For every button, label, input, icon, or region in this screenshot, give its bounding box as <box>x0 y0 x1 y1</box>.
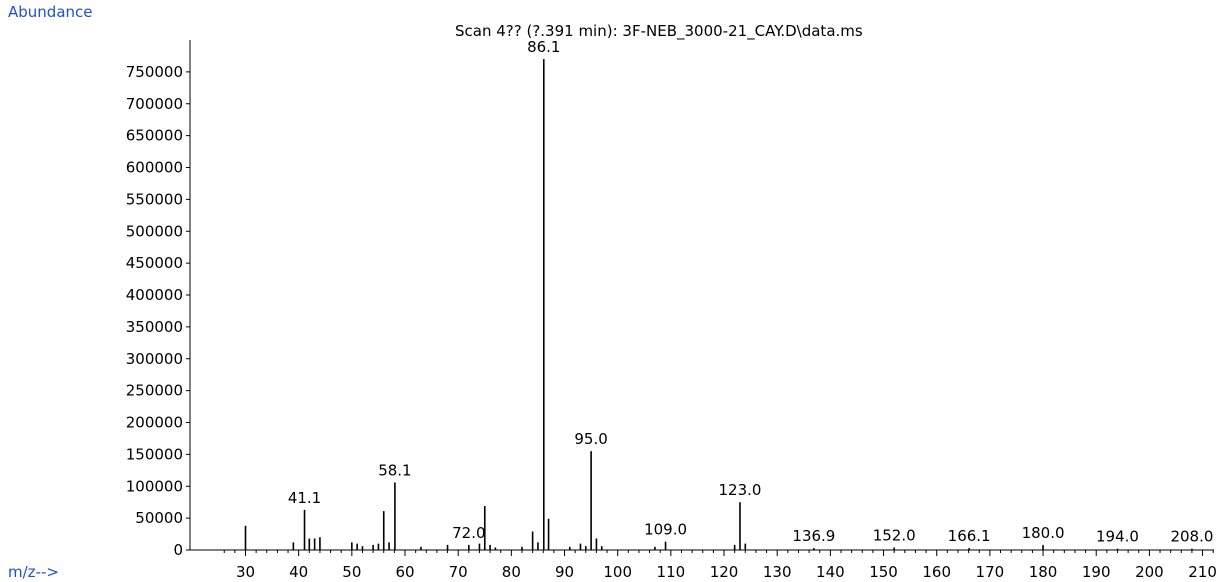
x-tick-label: 70 <box>449 563 468 581</box>
y-tick-label: 450000 <box>126 254 183 272</box>
x-tick-label: 200 <box>1135 563 1164 581</box>
y-tick-label: 300000 <box>126 350 183 368</box>
peak-label: 208.0 <box>1170 528 1213 546</box>
y-tick-label: 700000 <box>126 95 183 113</box>
peak-label: 95.0 <box>574 430 607 448</box>
x-tick-label: 90 <box>555 563 574 581</box>
x-tick-label: 130 <box>763 563 792 581</box>
x-tick-label: 180 <box>1029 563 1058 581</box>
x-tick-label: 160 <box>922 563 951 581</box>
peak-label: 86.1 <box>527 38 560 56</box>
y-tick-label: 650000 <box>126 127 183 145</box>
peak-label: 166.1 <box>948 527 991 545</box>
x-ticks: 30 40 50 60 70 80 90 100 110 120 130 140 150 160 170 18… <box>223 550 1217 581</box>
y-tick-label: 250000 <box>126 382 183 400</box>
peak-label: 72.0 <box>452 524 485 542</box>
peak-label: 123.0 <box>719 481 762 499</box>
x-tick-label: 80 <box>502 563 521 581</box>
y-tick-label: 100000 <box>126 477 183 495</box>
peak-label: 58.1 <box>378 461 411 479</box>
peak-label: 109.0 <box>644 521 687 539</box>
x-tick-label: 190 <box>1082 563 1111 581</box>
chart-title: Scan 4?? (?.391 min): 3F-NEB_3000-21_CAY… <box>455 22 863 41</box>
x-tick-label: 50 <box>342 563 361 581</box>
x-tick-label: 110 <box>657 563 686 581</box>
x-axis-label: m/z--> <box>8 563 59 581</box>
peak-label: 180.0 <box>1022 524 1065 542</box>
peak-label: 136.9 <box>792 527 835 545</box>
y-tick-label: 550000 <box>126 190 183 208</box>
x-tick-label: 40 <box>289 563 308 581</box>
y-tick-label: 350000 <box>126 318 183 336</box>
y-tick-label: 500000 <box>126 222 183 240</box>
x-tick-label: 60 <box>395 563 414 581</box>
x-tick-label: 150 <box>869 563 898 581</box>
x-tick-label: 140 <box>816 563 845 581</box>
x-tick-label: 170 <box>976 563 1005 581</box>
peak-labels: 41.1 58.1 72.0 86.1 95.0 109.0 123.0 136.9 152.0… <box>288 38 1214 546</box>
y-tick-label: 150000 <box>126 445 183 463</box>
x-tick-label: 210 <box>1188 563 1217 581</box>
peak-label: 41.1 <box>288 489 321 507</box>
y-axis-label: Abundance <box>8 3 93 21</box>
peak-label: 152.0 <box>873 526 916 544</box>
x-tick-label: 30 <box>236 563 255 581</box>
y-tick-label: 400000 <box>126 286 183 304</box>
x-tick-label: 120 <box>710 563 739 581</box>
peak-label: 194.0 <box>1096 528 1139 546</box>
y-tick-label: 0 <box>173 541 183 559</box>
y-ticks: 0 50000 100000 150000 200000 250000 300000 3500… <box>126 63 190 559</box>
y-tick-label: 600000 <box>126 159 183 177</box>
y-tick-label: 750000 <box>126 63 183 81</box>
y-tick-label: 200000 <box>126 414 183 432</box>
y-tick-label: 50000 <box>135 509 183 527</box>
x-tick-label: 100 <box>603 563 632 581</box>
peaks <box>244 59 1193 550</box>
